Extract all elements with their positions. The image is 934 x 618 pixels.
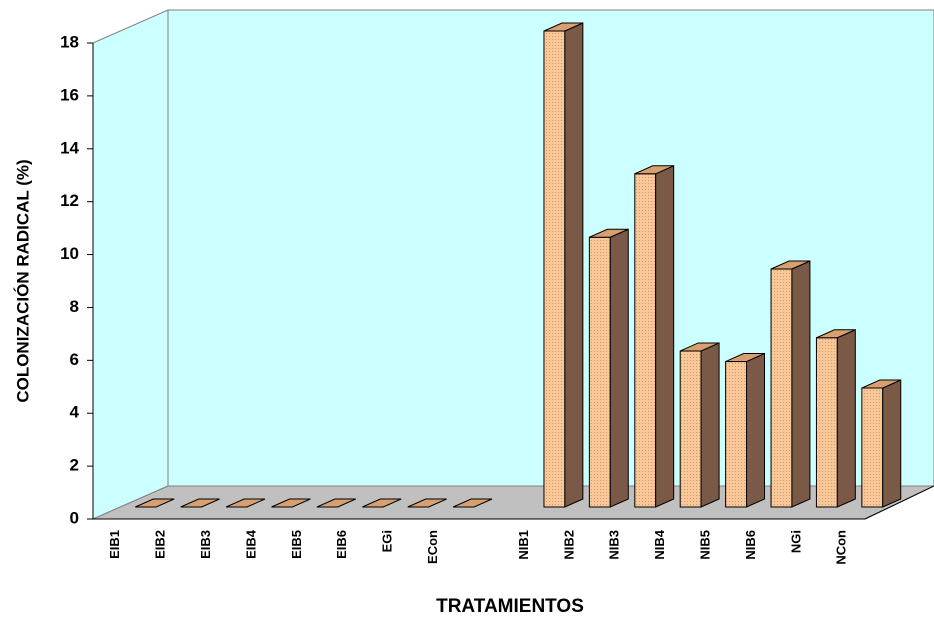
y-axis-title: COLONIZACIÓN RADICAL (%) [13,159,32,402]
bar-side [836,328,856,508]
bar-top [816,329,856,339]
x-tick-label: EIB1 [107,530,122,559]
x-tick-label: NIB5 [697,530,712,560]
x-tick-label: EIB2 [153,530,168,559]
bar-top [770,260,811,270]
x-axis-title: TRATAMIENTOS [436,596,584,617]
bar-side [609,228,629,508]
y-tick-label: 4 [70,403,80,422]
y-tick-label: 10 [60,244,79,263]
x-tick-label: NIB3 [607,530,622,560]
bar-front [634,173,657,508]
bar-top [679,342,720,352]
bar-side [655,165,675,508]
x-tick-label: EGi [380,530,395,552]
bar-top [634,165,674,175]
bar-top [407,498,447,508]
bar-front [543,30,566,508]
bar-top [543,22,584,32]
left-wall [92,9,169,520]
x-tick-label: EIB4 [243,529,258,559]
bar-top [589,228,629,238]
floor-edge [864,485,934,520]
bar-front [770,268,793,508]
bar-top [135,498,175,508]
bar-side [564,22,584,508]
x-tick-label: ECon [425,530,440,564]
y-tick-label: 12 [60,191,79,210]
x-tick-label: EIB6 [334,530,349,559]
bar-top [362,498,402,508]
bar-front [679,350,702,508]
x-tick-label: NIB2 [561,530,576,560]
bar-top [725,353,765,363]
bar-top [861,379,901,389]
x-tick-label: NGi [788,530,803,553]
bar-top [316,498,357,508]
bar-front [725,361,748,508]
bar-top [180,498,220,508]
x-tick-label: NIB1 [516,530,531,560]
bar-front [815,337,838,508]
bar-side [882,379,902,508]
x-tick-label: EIB3 [198,530,213,559]
x-tick-label: NIB6 [743,530,758,560]
y-tick-label: 0 [70,508,79,527]
bar-side [700,342,720,508]
y-tick-label: 16 [60,85,79,104]
bar-side [746,352,766,508]
bar-top [452,498,493,508]
x-tick-label: EIB5 [289,530,304,559]
bar-front [588,236,611,508]
y-tick-label: 18 [60,32,79,51]
bar-top [271,498,311,508]
y-tick-label: 8 [70,297,79,316]
y-tick-label: 6 [70,350,79,369]
x-tick-label: NIB4 [652,529,667,559]
bar-top [225,498,266,508]
y-tick-label: 2 [70,456,79,475]
y-tick-label: 14 [60,138,79,157]
x-tick-label: NCon [834,530,849,565]
bar-side [791,260,811,508]
bar-front [861,387,884,508]
